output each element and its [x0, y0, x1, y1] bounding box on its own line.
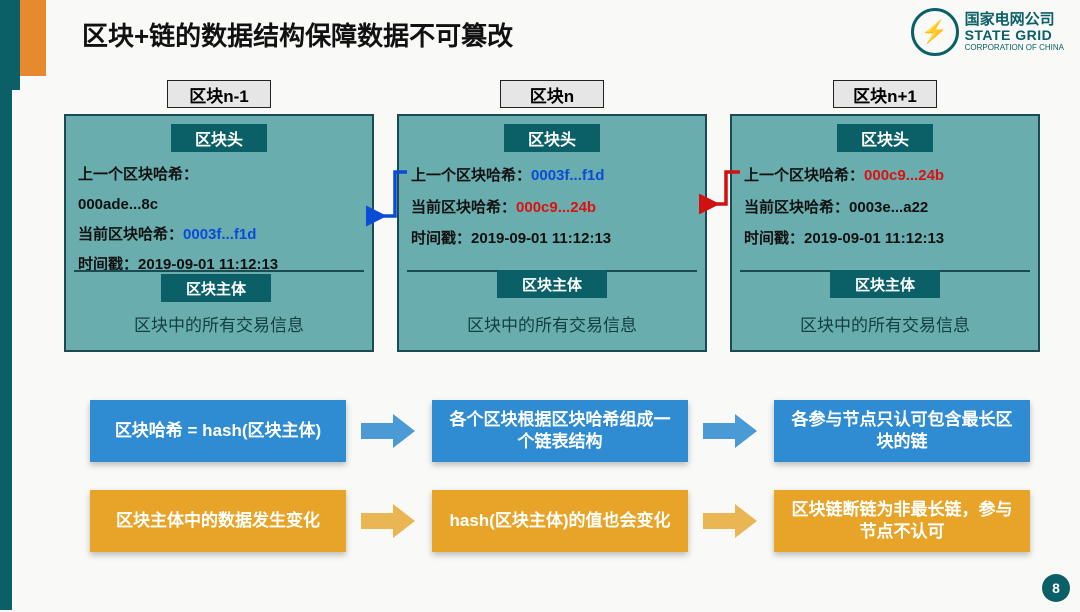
block-label: 区块n+1 — [833, 80, 937, 108]
block-header-area: 上一个区块哈希：0003f...f1d 当前区块哈希：000c9...24b 时… — [399, 156, 705, 255]
slide: 区块+链的数据结构保障数据不可篡改 ⚡ 国家电网公司 STATE GRID CO… — [0, 0, 1080, 612]
prev-hash-value: 0003f...f1d — [531, 167, 604, 184]
flow-box: hash(区块主体)的值也会变化 — [432, 490, 688, 552]
brand-logo: ⚡ 国家电网公司 STATE GRID CORPORATION OF CHINA — [911, 8, 1064, 56]
block-header-area: 上一个区块哈希： 000ade...8c 当前区块哈希：0003f...f1d … — [66, 156, 372, 280]
prev-hash-label: 上一个区块哈希： — [411, 167, 531, 184]
curr-hash-label: 当前区块哈希： — [411, 199, 516, 216]
page-title: 区块+链的数据结构保障数据不可篡改 — [82, 16, 513, 53]
flow-arrow-icon — [703, 414, 759, 448]
ts-label: 时间戳： — [744, 230, 804, 247]
curr-hash-value: 0003f...f1d — [183, 226, 256, 243]
tx-text: 区块中的所有交易信息 — [66, 311, 372, 336]
block-header-bar: 区块头 — [171, 124, 267, 152]
left-bar — [0, 0, 20, 90]
flow-box: 区块链断链为非最长链，参与节点不认可 — [774, 490, 1030, 552]
block-header-area: 上一个区块哈希：000c9...24b 当前区块哈希：0003e...a22 时… — [732, 156, 1038, 255]
block-card: 区块头 上一个区块哈希：0003f...f1d 当前区块哈希：000c9...2… — [397, 114, 707, 352]
block-n-plus-1: 区块n+1 区块头 上一个区块哈希：000c9...24b 当前区块哈希：000… — [730, 80, 1040, 352]
block-header-bar: 区块头 — [837, 124, 933, 152]
block-card: 区块头 上一个区块哈希： 000ade...8c 当前区块哈希：0003f...… — [64, 114, 374, 352]
curr-hash-label: 当前区块哈希： — [744, 199, 849, 216]
tx-text: 区块中的所有交易信息 — [399, 311, 705, 336]
flow-box: 区块主体中的数据发生变化 — [90, 490, 346, 552]
block-label: 区块n-1 — [167, 80, 271, 108]
block-header-bar: 区块头 — [504, 124, 600, 152]
block-n: 区块n 区块头 上一个区块哈希：0003f...f1d 当前区块哈希：000c9… — [397, 80, 707, 352]
left-bar-lower — [0, 90, 12, 610]
block-label: 区块n — [500, 80, 604, 108]
accent-bar — [20, 0, 46, 76]
logo-icon: ⚡ — [911, 8, 959, 56]
curr-hash-value: 0003e...a22 — [849, 199, 928, 216]
flow-box: 各个区块根据区块哈希组成一个链表结构 — [432, 400, 688, 462]
brand-en: STATE GRID — [965, 28, 1064, 43]
flow-arrow-icon — [361, 414, 417, 448]
curr-hash-value: 000c9...24b — [516, 199, 596, 216]
logo-text: 国家电网公司 STATE GRID CORPORATION OF CHINA — [965, 12, 1064, 53]
prev-hash-label: 上一个区块哈希： — [744, 167, 864, 184]
flow-arrow-icon — [361, 504, 417, 538]
flow-arrow-icon — [703, 504, 759, 538]
block-body-bar: 区块主体 — [161, 274, 271, 302]
curr-hash-label: 当前区块哈希： — [78, 226, 183, 243]
brand-cn: 国家电网公司 — [965, 12, 1064, 29]
ts-value: 2019-09-01 11:12:13 — [471, 230, 611, 247]
flow-row-blue: 区块哈希 = hash(区块主体) 各个区块根据区块哈希组成一个链表结构 各参与… — [90, 400, 1030, 462]
blocks-row: 区块n-1 区块头 上一个区块哈希： 000ade...8c 当前区块哈希：00… — [64, 80, 1040, 352]
flow-row-orange: 区块主体中的数据发生变化 hash(区块主体)的值也会变化 区块链断链为非最长链… — [90, 490, 1030, 552]
flow-box: 区块哈希 = hash(区块主体) — [90, 400, 346, 462]
block-body-bar: 区块主体 — [830, 270, 940, 298]
block-body-bar: 区块主体 — [497, 270, 607, 298]
prev-hash-value: 000c9...24b — [864, 167, 944, 184]
block-card: 区块头 上一个区块哈希：000c9...24b 当前区块哈希：0003e...a… — [730, 114, 1040, 352]
divider-line — [74, 270, 364, 272]
ts-value: 2019-09-01 11:12:13 — [804, 230, 944, 247]
prev-hash-label: 上一个区块哈希： — [78, 166, 198, 183]
brand-sub: CORPORATION OF CHINA — [965, 44, 1064, 53]
prev-hash-value: 000ade...8c — [78, 196, 158, 213]
tx-text: 区块中的所有交易信息 — [732, 311, 1038, 336]
block-n-minus-1: 区块n-1 区块头 上一个区块哈希： 000ade...8c 当前区块哈希：00… — [64, 80, 374, 352]
page-number: 8 — [1042, 574, 1070, 602]
ts-label: 时间戳： — [411, 230, 471, 247]
flow-box: 各参与节点只认可包含最长区块的链 — [774, 400, 1030, 462]
